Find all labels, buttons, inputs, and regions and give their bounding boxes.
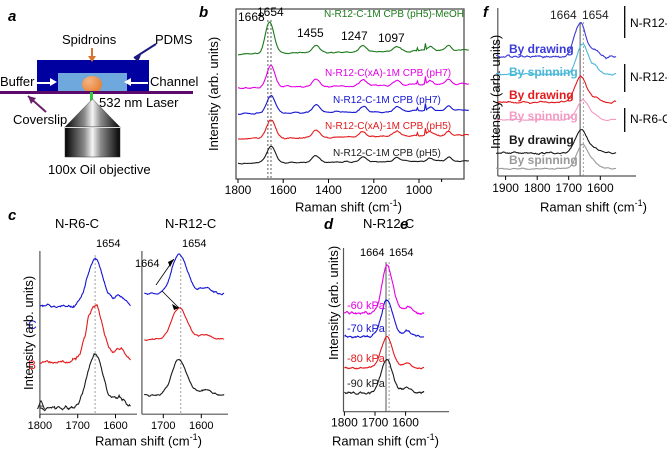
svg-text:1700: 1700 bbox=[362, 416, 389, 430]
svg-text:1600: 1600 bbox=[392, 416, 419, 430]
svg-text:1800: 1800 bbox=[331, 416, 358, 430]
